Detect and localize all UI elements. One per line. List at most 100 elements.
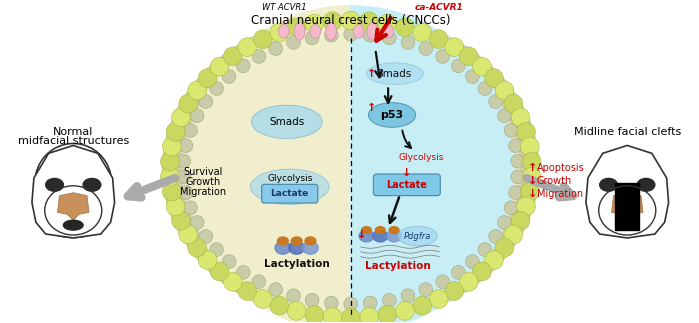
Circle shape (382, 31, 396, 45)
Circle shape (210, 262, 229, 281)
Ellipse shape (353, 25, 364, 38)
Ellipse shape (278, 237, 288, 245)
Circle shape (459, 273, 478, 291)
Text: Smads: Smads (376, 68, 412, 78)
Circle shape (269, 283, 282, 297)
Circle shape (504, 201, 518, 215)
Polygon shape (57, 193, 89, 220)
Ellipse shape (289, 241, 305, 254)
Circle shape (287, 18, 306, 36)
Circle shape (199, 251, 217, 269)
Circle shape (489, 230, 503, 244)
Circle shape (172, 108, 190, 127)
Ellipse shape (383, 25, 394, 38)
Text: Lactylation: Lactylation (264, 258, 329, 268)
Circle shape (222, 70, 236, 83)
Circle shape (484, 69, 503, 88)
Ellipse shape (361, 227, 371, 234)
Circle shape (498, 215, 511, 229)
Circle shape (511, 211, 530, 230)
Text: Cranial neural crest cells (CNCCs): Cranial neural crest cells (CNCCs) (251, 14, 450, 26)
Circle shape (396, 301, 415, 320)
Circle shape (419, 42, 433, 56)
Circle shape (162, 182, 181, 201)
Bar (42, 181, 105, 222)
Text: Lactate: Lactate (271, 189, 309, 198)
Circle shape (188, 238, 206, 257)
Circle shape (224, 273, 242, 291)
Circle shape (252, 275, 266, 289)
Text: Lactate: Lactate (387, 180, 427, 190)
Ellipse shape (375, 227, 385, 234)
Circle shape (305, 14, 324, 33)
Polygon shape (612, 193, 643, 220)
Circle shape (199, 69, 217, 88)
Circle shape (172, 211, 190, 230)
Text: Normal: Normal (53, 127, 94, 137)
Circle shape (429, 30, 448, 48)
Circle shape (270, 23, 289, 42)
FancyBboxPatch shape (261, 184, 318, 203)
Circle shape (190, 109, 204, 122)
Polygon shape (32, 145, 115, 238)
Circle shape (177, 154, 191, 168)
Circle shape (344, 27, 358, 41)
Circle shape (396, 18, 415, 36)
Circle shape (238, 38, 257, 57)
Circle shape (452, 266, 465, 279)
Ellipse shape (326, 23, 336, 40)
Ellipse shape (359, 230, 374, 242)
Circle shape (435, 49, 449, 63)
Circle shape (224, 47, 242, 66)
Circle shape (419, 283, 433, 297)
Ellipse shape (291, 237, 302, 245)
Circle shape (363, 28, 377, 42)
Text: Growth: Growth (185, 177, 221, 187)
Circle shape (236, 266, 250, 279)
Wedge shape (187, 6, 351, 323)
Ellipse shape (373, 230, 388, 242)
Circle shape (199, 95, 212, 109)
Circle shape (161, 167, 179, 186)
Ellipse shape (182, 31, 520, 307)
Circle shape (435, 275, 449, 289)
Circle shape (498, 109, 511, 122)
Ellipse shape (305, 237, 316, 245)
Circle shape (252, 49, 266, 63)
Circle shape (489, 95, 503, 109)
Circle shape (452, 59, 465, 73)
Ellipse shape (35, 143, 112, 222)
Circle shape (401, 36, 415, 49)
Circle shape (254, 290, 272, 308)
Circle shape (378, 305, 396, 323)
Circle shape (520, 182, 539, 201)
Text: ↓: ↓ (402, 168, 411, 178)
Circle shape (190, 215, 204, 229)
Circle shape (473, 57, 491, 76)
Circle shape (478, 243, 492, 256)
Circle shape (287, 36, 301, 49)
Circle shape (179, 186, 193, 199)
Circle shape (179, 225, 198, 244)
Ellipse shape (83, 178, 101, 191)
Text: Glycolysis: Glycolysis (399, 153, 445, 162)
Ellipse shape (41, 203, 106, 237)
Circle shape (184, 123, 197, 137)
Ellipse shape (161, 14, 540, 323)
Circle shape (429, 290, 448, 308)
Text: Survival: Survival (183, 167, 223, 177)
Ellipse shape (637, 178, 655, 191)
Circle shape (166, 122, 185, 141)
Circle shape (466, 255, 480, 268)
Circle shape (179, 94, 198, 113)
Text: p53: p53 (380, 110, 403, 120)
Ellipse shape (366, 63, 424, 84)
Circle shape (210, 57, 229, 76)
Circle shape (360, 12, 378, 31)
Circle shape (341, 11, 360, 30)
Circle shape (344, 297, 358, 311)
Circle shape (269, 42, 282, 56)
Circle shape (520, 137, 539, 156)
Ellipse shape (294, 23, 305, 40)
Ellipse shape (275, 241, 291, 254)
